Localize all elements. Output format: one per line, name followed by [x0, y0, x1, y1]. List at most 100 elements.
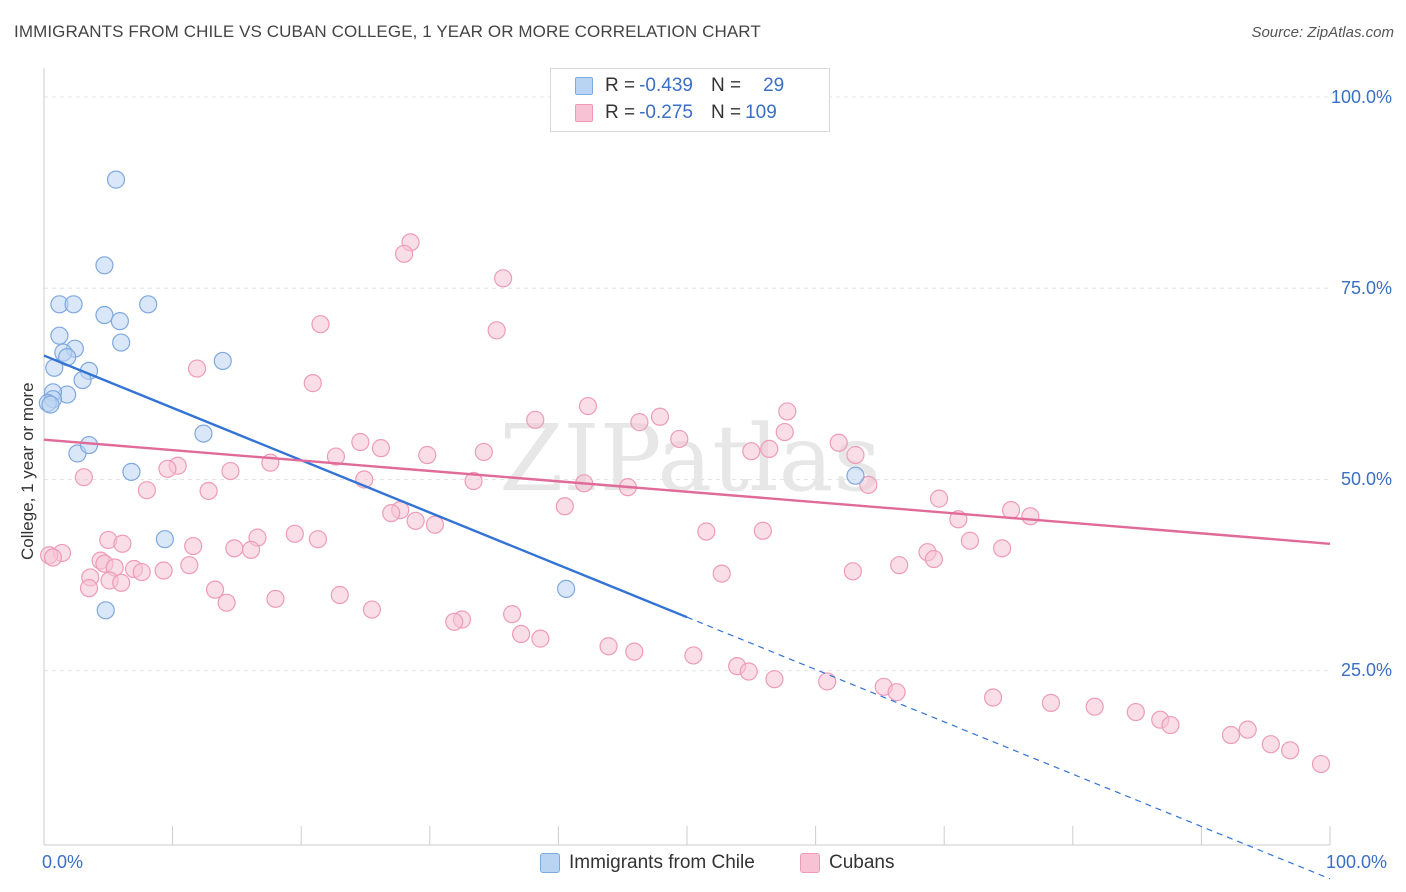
trend-line-cubans	[43, 438, 1331, 545]
trend-line-chile-extension	[686, 616, 1331, 880]
cuban-point	[742, 442, 761, 461]
cuban-point	[303, 374, 322, 393]
cuban-point	[929, 489, 949, 508]
cuban-point	[184, 536, 203, 556]
legend-n-value: 109	[745, 102, 777, 123]
watermark: ZIPatlas	[499, 405, 880, 512]
x-tick-label: 0.0%	[42, 852, 84, 872]
legend-row-cubans: R = -0.275 N = 109	[575, 101, 777, 125]
y-tick-label: 50.0%	[1340, 469, 1392, 489]
cuban-point	[1041, 693, 1061, 712]
cuban-point	[843, 562, 862, 581]
legend-item-cubans: Cubans	[800, 852, 895, 874]
x-tick-label: 100.0%	[1326, 852, 1388, 872]
cuban-point	[555, 497, 574, 516]
cuban-point	[74, 468, 93, 487]
cuban-point	[154, 561, 173, 580]
cuban-point	[739, 662, 758, 681]
legend-r-label: R =	[605, 102, 636, 123]
cuban-point	[890, 556, 909, 575]
cuban-point	[775, 422, 794, 442]
cuban-point	[1261, 735, 1280, 754]
cuban-point	[285, 524, 304, 543]
chile-point	[155, 530, 174, 549]
cuban-point	[187, 359, 207, 378]
cuban-point	[180, 556, 199, 575]
legend-swatch-cubans	[800, 853, 820, 873]
cuban-point	[394, 244, 414, 263]
legend-row-chile: R = -0.439 N = 29	[575, 74, 784, 98]
cuban-point	[599, 637, 618, 656]
cuban-point	[311, 315, 330, 334]
chile-point	[194, 424, 213, 443]
cuban-point	[503, 605, 522, 624]
cuban-point	[113, 534, 132, 553]
legend-label-cubans: Cubans	[829, 852, 895, 873]
cuban-point	[362, 600, 382, 619]
chile-point	[41, 395, 60, 414]
cuban-point	[630, 413, 649, 432]
cuban-point	[425, 515, 445, 534]
cuban-point	[526, 410, 545, 429]
cuban-point	[132, 562, 151, 582]
cuban-point	[992, 539, 1012, 558]
cuban-point	[326, 447, 346, 466]
cuban-point	[512, 624, 531, 644]
cuban-point	[1281, 741, 1300, 760]
cuban-point	[1126, 702, 1145, 722]
legend-r-value: -0.439	[639, 75, 693, 96]
cuban-point	[670, 429, 689, 449]
chile-point	[139, 295, 158, 314]
cuban-point	[887, 683, 906, 702]
cuban-point	[418, 445, 437, 465]
cuban-point	[382, 504, 401, 523]
cuban-point	[464, 471, 483, 491]
series-legend: Immigrants from Chile Cubans	[0, 852, 1406, 878]
legend-label-chile: Immigrants from Chile	[569, 852, 755, 873]
cuban-point	[406, 511, 425, 530]
cuban-point	[137, 481, 156, 500]
cuban-point	[818, 672, 837, 691]
cuban-point	[1161, 715, 1180, 735]
cuban-point	[241, 540, 261, 559]
chile-point	[557, 579, 576, 598]
chile-point	[79, 435, 99, 455]
cuban-point	[697, 522, 716, 541]
chile-point	[95, 256, 114, 275]
legend-item-chile: Immigrants from Chile	[540, 852, 755, 874]
chile-point	[110, 312, 129, 331]
source-label: Source: ZipAtlas.com	[1251, 24, 1394, 41]
stats-legend: R = -0.439 N = 29 R = -0.275 N = 109	[550, 68, 830, 132]
legend-r-value: -0.275	[639, 102, 693, 123]
cuban-point	[625, 642, 644, 661]
chile-point	[213, 351, 232, 371]
cuban-point	[112, 573, 131, 592]
chile-point	[106, 170, 126, 189]
cuban-point	[1238, 720, 1257, 739]
chart-title: IMMIGRANTS FROM CHILE VS CUBAN COLLEGE, …	[14, 22, 761, 41]
cuban-point	[859, 475, 878, 494]
y-tick-label: 25.0%	[1340, 660, 1392, 680]
cuban-point	[371, 439, 391, 458]
cuban-point	[351, 432, 370, 452]
chile-point	[112, 333, 131, 352]
cuban-point	[578, 396, 598, 416]
cuban-point	[712, 564, 731, 583]
cuban-point	[221, 461, 240, 481]
cuban-point	[684, 646, 703, 665]
cuban-point	[1085, 697, 1104, 716]
legend-swatch-chile	[540, 853, 560, 873]
cuban-point	[753, 521, 772, 540]
cuban-point	[1021, 507, 1040, 526]
cuban-point	[225, 539, 244, 558]
cuban-point	[158, 459, 177, 478]
cuban-point	[650, 407, 670, 426]
legend-r-label: R =	[605, 75, 636, 96]
cuban-point	[924, 549, 944, 569]
cuban-point	[531, 629, 550, 648]
trend-line-chile	[43, 354, 688, 619]
cuban-point	[983, 688, 1003, 707]
cuban-point	[205, 580, 225, 599]
y-tick-label: 75.0%	[1340, 278, 1392, 298]
